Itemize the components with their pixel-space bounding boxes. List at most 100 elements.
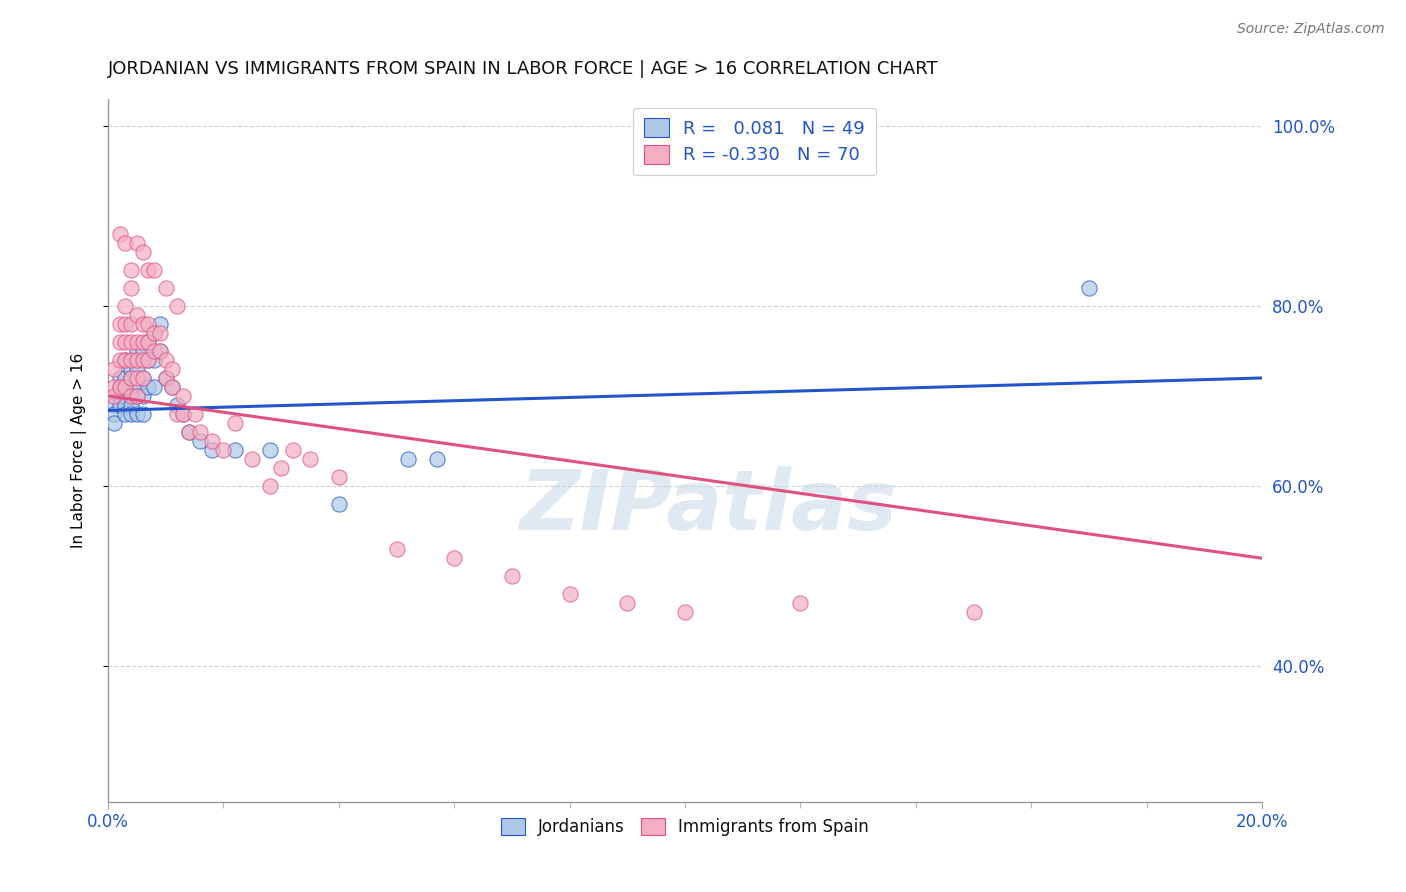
Point [190,425,212,439]
Point [114,380,136,394]
Point [108,317,131,331]
Point [224,416,246,430]
Point [138,380,160,394]
Point [166,398,188,412]
Point [259,479,281,493]
Point [125,362,148,376]
Point [125,371,148,385]
Point [328,497,350,511]
Point [501,569,523,583]
Point [138,353,160,368]
Point [155,371,177,385]
Point [108,389,131,403]
Point [616,596,638,610]
Point [114,353,136,368]
Point [131,371,153,385]
Point [224,443,246,458]
Point [396,452,419,467]
Point [120,353,142,368]
Point [143,343,166,358]
Point [143,353,166,368]
Point [155,353,177,368]
Text: ZIPatlas: ZIPatlas [519,466,897,547]
Point [103,398,125,412]
Point [120,389,142,403]
Point [120,398,142,412]
Point [125,389,148,403]
Point [131,371,153,385]
Point [962,605,984,619]
Point [160,362,183,376]
Point [125,343,148,358]
Point [114,317,136,331]
Point [138,334,160,349]
Point [108,380,131,394]
Point [673,605,696,619]
Point [131,244,153,259]
Point [103,380,125,394]
Point [120,362,142,376]
Point [125,308,148,322]
Point [114,380,136,394]
Point [201,443,224,458]
Point [172,389,194,403]
Point [212,443,235,458]
Legend: Jordanians, Immigrants from Spain: Jordanians, Immigrants from Spain [495,811,876,842]
Point [143,380,166,394]
Point [103,407,125,421]
Point [149,317,172,331]
Point [240,452,263,467]
Point [138,353,160,368]
Point [114,235,136,250]
Text: Source: ZipAtlas.com: Source: ZipAtlas.com [1237,22,1385,37]
Point [103,389,125,403]
Point [155,281,177,295]
Point [281,443,304,458]
Point [149,343,172,358]
Point [125,334,148,349]
Point [131,407,153,421]
Point [138,263,160,277]
Point [138,317,160,331]
Point [114,389,136,403]
Point [125,380,148,394]
Point [108,227,131,241]
Point [160,380,183,394]
Point [426,452,449,467]
Point [125,353,148,368]
Point [114,407,136,421]
Point [120,407,142,421]
Point [138,334,160,349]
Point [131,343,153,358]
Point [143,326,166,340]
Point [131,317,153,331]
Point [103,362,125,376]
Point [131,389,153,403]
Point [172,407,194,421]
Point [114,371,136,385]
Point [172,407,194,421]
Point [190,434,212,448]
Text: JORDANIAN VS IMMIGRANTS FROM SPAIN IN LABOR FORCE | AGE > 16 CORRELATION CHART: JORDANIAN VS IMMIGRANTS FROM SPAIN IN LA… [108,60,939,78]
Point [201,434,224,448]
Point [149,326,172,340]
Y-axis label: In Labor Force | Age > 16: In Labor Force | Age > 16 [72,352,87,548]
Point [385,542,408,557]
Point [177,425,200,439]
Point [149,343,172,358]
Point [143,263,166,277]
Point [125,235,148,250]
Point [114,398,136,412]
Point [270,461,292,475]
Point [131,353,153,368]
Point [120,389,142,403]
Point [120,371,142,385]
Point [114,334,136,349]
Point [120,353,142,368]
Point [120,263,142,277]
Point [143,326,166,340]
Point [114,299,136,313]
Point [120,371,142,385]
Point [166,407,188,421]
Point [120,317,142,331]
